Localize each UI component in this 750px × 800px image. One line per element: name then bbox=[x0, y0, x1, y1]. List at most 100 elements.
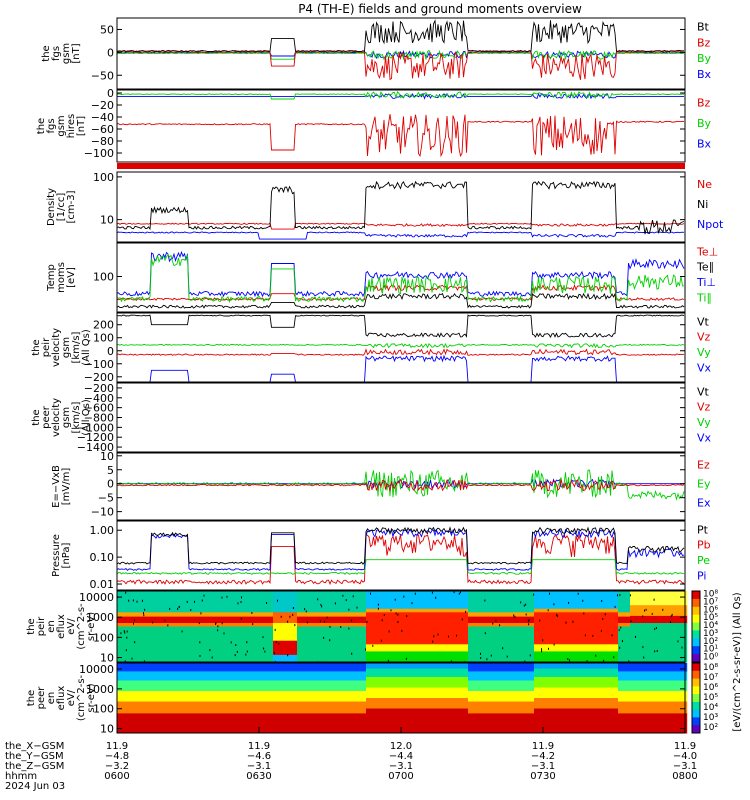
y-tick-label: 0 bbox=[107, 478, 114, 491]
spectrogram-cell bbox=[663, 713, 667, 734]
spectrogram-cell bbox=[474, 612, 478, 618]
spectrogram-cell bbox=[273, 591, 277, 613]
spectrogram-cell bbox=[525, 701, 529, 714]
spectrogram-cell bbox=[522, 626, 526, 663]
spectrogram-cell bbox=[297, 671, 301, 681]
spectrogram-cell bbox=[177, 591, 181, 613]
spectrogram-speck bbox=[586, 660, 588, 663]
spectrogram-cell bbox=[471, 591, 475, 613]
spectrogram-cell bbox=[126, 626, 130, 663]
spectrogram-cell bbox=[174, 701, 178, 714]
spectrogram-cell bbox=[624, 663, 628, 672]
spectrogram-cell bbox=[426, 698, 430, 709]
spectrogram-cell bbox=[297, 612, 301, 618]
legend-By: By bbox=[697, 52, 712, 65]
y-tick-label: 10 bbox=[100, 723, 114, 736]
colorbar-tick-label: 10⁵ bbox=[703, 693, 718, 703]
y-tick-label: −100 bbox=[84, 147, 114, 160]
spectrogram-cell bbox=[375, 677, 379, 688]
spectrogram-cell bbox=[273, 640, 277, 656]
spectrogram-cell bbox=[258, 691, 262, 702]
spectrogram-cell bbox=[561, 687, 565, 699]
spectrogram-cell bbox=[519, 626, 523, 663]
spectrogram-cell bbox=[339, 616, 343, 624]
spectrogram-cell bbox=[564, 708, 568, 734]
spectrogram-cell bbox=[531, 701, 535, 714]
spectrogram-cell bbox=[660, 605, 664, 617]
y-axis-label: moms bbox=[56, 262, 67, 293]
spectrogram-cell bbox=[672, 591, 676, 606]
spectrogram-cell bbox=[366, 644, 370, 652]
spectrogram-cell bbox=[432, 698, 436, 709]
spectrogram-cell bbox=[531, 591, 535, 613]
spectrogram-cell bbox=[501, 671, 505, 681]
spectrogram-cell bbox=[207, 616, 211, 624]
spectrogram-cell bbox=[231, 713, 235, 734]
spectrogram-cell bbox=[246, 626, 250, 663]
spectrogram-cell bbox=[303, 663, 307, 672]
spectrogram-cell bbox=[243, 671, 247, 681]
spectrogram-cell bbox=[417, 668, 421, 678]
spectrogram-speck bbox=[553, 643, 555, 646]
spectrogram-cell bbox=[504, 616, 508, 624]
spectrogram-cell bbox=[555, 591, 559, 610]
colorbar-segment bbox=[692, 725, 700, 734]
spectrogram-cell bbox=[657, 680, 661, 692]
spectrogram-cell bbox=[588, 668, 592, 678]
spectrogram-cell bbox=[630, 591, 634, 606]
spectrogram-cell bbox=[234, 591, 238, 613]
spectrogram-cell bbox=[609, 668, 613, 678]
spectrogram-speck bbox=[164, 619, 166, 622]
spectrogram-cell bbox=[270, 701, 274, 714]
spectrogram-cell bbox=[618, 623, 622, 627]
spectrogram-cell bbox=[264, 612, 268, 618]
spectrogram-cell bbox=[174, 680, 178, 692]
spectrogram-cell bbox=[213, 626, 217, 663]
spectrogram-cell bbox=[498, 616, 502, 624]
spectrogram-cell bbox=[264, 701, 268, 714]
spectrogram-cell bbox=[141, 713, 145, 734]
x-tick-label: 11.9 bbox=[106, 741, 128, 752]
spectrogram-cell bbox=[543, 651, 547, 663]
spectrogram-cell bbox=[564, 687, 568, 699]
spectrogram-cell bbox=[291, 691, 295, 702]
spectrogram-cell bbox=[246, 691, 250, 702]
y-axis-label: sr-eV) bbox=[86, 612, 97, 641]
spectrogram-cell bbox=[579, 698, 583, 709]
spectrogram-cell bbox=[210, 623, 214, 627]
spectrogram-cell bbox=[657, 605, 661, 617]
spectrogram-cell bbox=[480, 616, 484, 624]
spectrogram-cell bbox=[552, 608, 556, 613]
spectrogram-cell bbox=[573, 651, 577, 663]
spectrogram-cell bbox=[477, 612, 481, 618]
spectrogram-cell bbox=[663, 663, 667, 672]
spectrogram-cell bbox=[420, 708, 424, 734]
spectrogram-cell bbox=[267, 691, 271, 702]
x-tick-label: 11.9 bbox=[248, 741, 270, 752]
x-tick-label: 12.0 bbox=[390, 741, 412, 752]
spectrogram-cell bbox=[240, 680, 244, 692]
spectrogram-cell bbox=[627, 612, 631, 618]
spectrogram-cell bbox=[603, 698, 607, 709]
spectrogram-cell bbox=[510, 663, 514, 672]
spectrogram-cell bbox=[411, 644, 415, 652]
spectrogram-speck bbox=[395, 612, 397, 615]
spectrogram-cell bbox=[189, 626, 193, 663]
spectrogram-cell bbox=[522, 680, 526, 692]
spectrogram-speck bbox=[602, 618, 604, 620]
spectrogram-cell bbox=[120, 701, 124, 714]
spectrogram-cell bbox=[513, 591, 517, 613]
spectrogram-cell bbox=[327, 623, 331, 627]
y-axis-label: (cm^2-s- bbox=[76, 674, 87, 721]
spectrogram-cell bbox=[570, 651, 574, 663]
spectrogram-cell bbox=[408, 591, 412, 610]
spectrogram-cell bbox=[681, 591, 685, 606]
spectrogram-cell bbox=[507, 591, 511, 613]
spectrogram-cell bbox=[519, 713, 523, 734]
spectrogram-cell bbox=[279, 701, 283, 714]
spectrogram-cell bbox=[336, 680, 340, 692]
spectrogram-cell bbox=[312, 680, 316, 692]
spectrogram-cell bbox=[156, 680, 160, 692]
spectrogram-cell bbox=[150, 663, 154, 672]
spectrogram-cell bbox=[582, 708, 586, 734]
